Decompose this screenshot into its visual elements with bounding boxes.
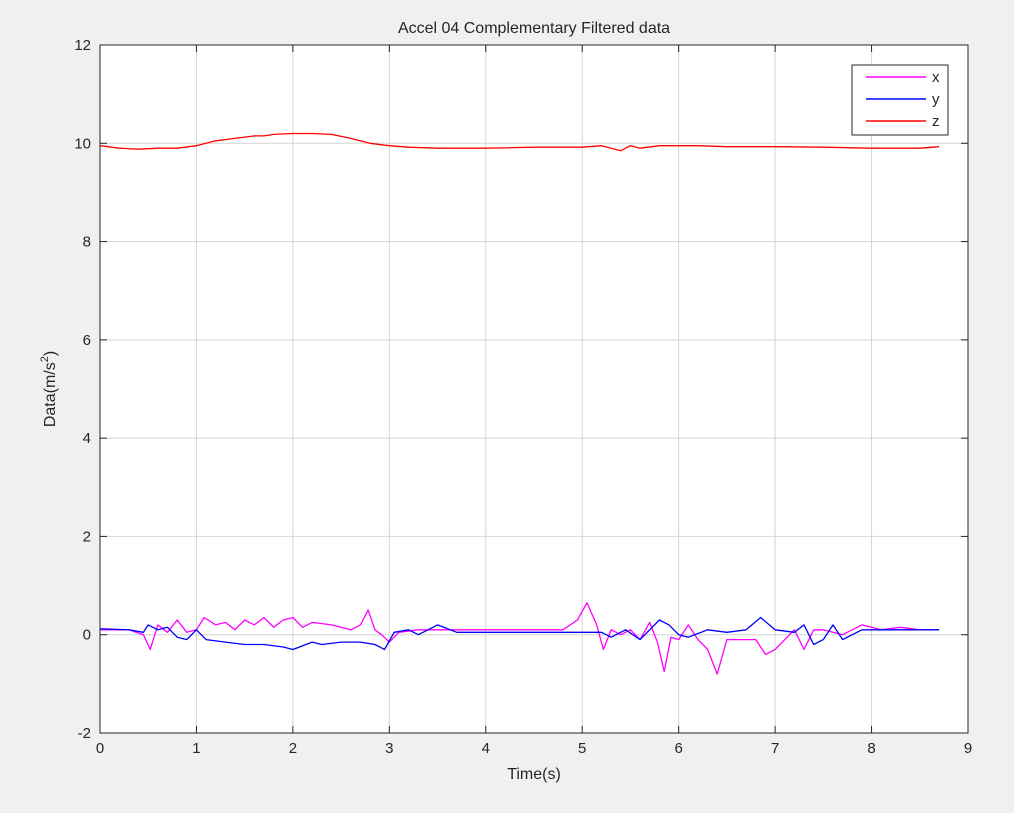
x-tick-label: 7 xyxy=(771,740,779,757)
chart-title: Accel 04 Complementary Filtered data xyxy=(398,20,670,37)
legend-label-y: y xyxy=(932,91,940,108)
x-tick-label: 4 xyxy=(482,740,490,757)
axes-box xyxy=(99,44,969,734)
x-tick-label: 8 xyxy=(867,740,875,757)
y-tick-labels: -2 0 2 4 6 8 10 12 xyxy=(74,37,91,742)
series-line-y xyxy=(99,616,940,651)
x-tick-label: 1 xyxy=(192,740,200,757)
y-tick-label: 8 xyxy=(83,234,91,251)
y-axis-label-base: Data(m/s xyxy=(42,362,59,427)
x-tick-labels: 0 1 2 3 4 5 6 7 8 9 xyxy=(96,740,972,757)
grid-lines xyxy=(100,45,968,733)
x-tick-label: 0 xyxy=(96,740,104,757)
y-tick-label: 10 xyxy=(74,135,91,152)
legend-label-x: x xyxy=(932,69,940,86)
y-tick-label: 6 xyxy=(83,332,91,349)
y-tick-label: 0 xyxy=(83,627,91,644)
y-axis-label-close: ) xyxy=(42,351,59,356)
y-tick-label: 12 xyxy=(74,37,91,54)
series-line-x xyxy=(100,602,940,675)
y-tick-label: 2 xyxy=(83,528,91,545)
y-axis-label: Data(m/s2) xyxy=(39,351,59,427)
legend-label-z: z xyxy=(932,113,940,130)
y-tick-label: 4 xyxy=(83,430,91,447)
series-line-z xyxy=(99,132,940,152)
x-tick-label: 9 xyxy=(964,740,972,757)
y-tick-label: -2 xyxy=(78,725,91,742)
x-tick-label: 5 xyxy=(578,740,586,757)
series-lines xyxy=(99,132,940,675)
tick-marks xyxy=(99,44,969,734)
x-axis-label: Time(s) xyxy=(507,766,561,783)
plot-area xyxy=(100,45,968,733)
x-tick-label: 3 xyxy=(385,740,393,757)
x-tick-label: 2 xyxy=(289,740,297,757)
legend: xyz xyxy=(851,64,949,136)
x-tick-label: 6 xyxy=(674,740,682,757)
y-axis-label-exponent: 2 xyxy=(39,356,51,362)
